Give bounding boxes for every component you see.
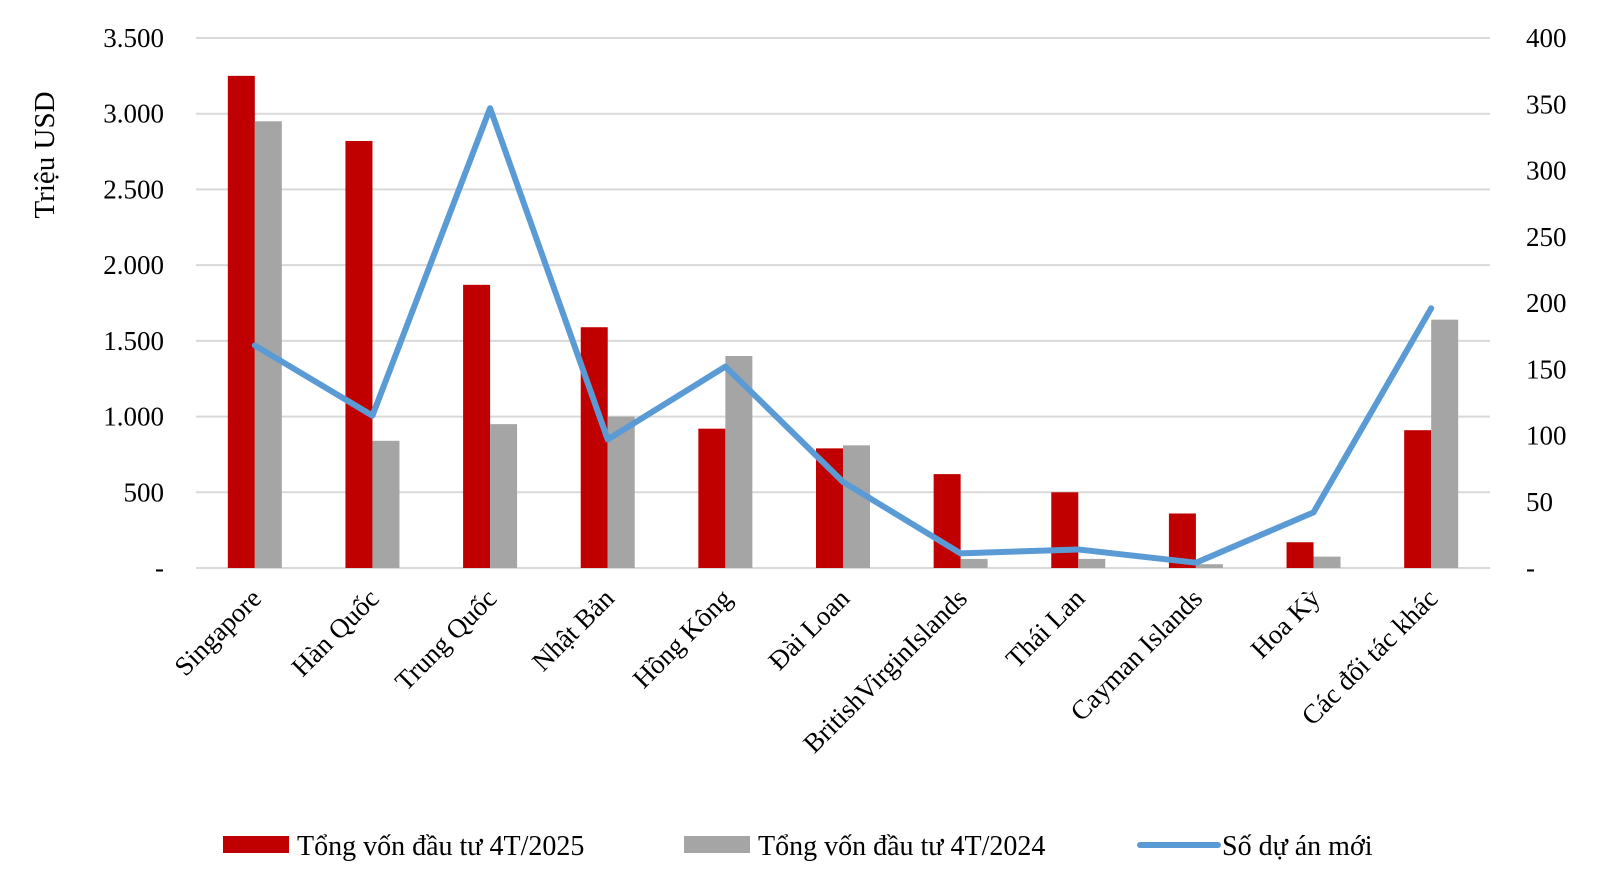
line-point: [370, 413, 375, 418]
bar-2025: [345, 140, 373, 568]
bar-2024: [1195, 564, 1223, 568]
gridlines: [196, 37, 1490, 569]
y-left-tick-label: 500: [124, 477, 165, 507]
legend-swatch: [684, 836, 750, 853]
y-right-tick-label: 400: [1526, 23, 1567, 53]
x-tick-label: Hàn Quốc: [286, 583, 385, 682]
y-right-ticks: - 50 100 150 200 250 300 350 400: [1526, 23, 1567, 583]
line-point: [1076, 547, 1081, 552]
legend-label: Tổng vốn đầu tư 4T/2025: [297, 831, 584, 862]
legend: Tổng vốn đầu tư 4T/2025 Tổng vốn đầu tư 4…: [223, 831, 1373, 862]
bar-2025: [698, 428, 726, 568]
bar-2024: [1313, 556, 1341, 568]
y-right-tick-label: 150: [1526, 354, 1567, 384]
y-axis-label: Triệu USD: [29, 91, 61, 218]
line-point: [1193, 560, 1198, 565]
x-tick-label: Trung Quốc: [389, 583, 502, 696]
x-tick-label: Singapore: [168, 583, 267, 682]
y-right-tick-label: 250: [1526, 222, 1567, 252]
bar-2025: [463, 284, 491, 568]
y-right-tick-label: 100: [1526, 421, 1567, 451]
y-right-tick-label: 300: [1526, 156, 1567, 186]
line-point: [252, 343, 257, 348]
bar-2024: [1078, 558, 1106, 568]
line-point: [1311, 510, 1316, 515]
y-left-tick-label: -: [155, 553, 164, 583]
line-point: [605, 437, 610, 442]
y-right-tick-label: -: [1526, 553, 1535, 583]
y-left-tick-label: 2.000: [103, 250, 164, 280]
bar-2024: [1431, 319, 1459, 568]
x-tick-label: Hoa Kỳ: [1245, 583, 1326, 664]
legend-label: Tổng vốn đầu tư 4T/2024: [758, 831, 1045, 862]
y-left-tick-label: 2.500: [103, 174, 164, 204]
y-left-tick-label: 1.500: [103, 326, 164, 356]
y-left-ticks: - 500 1.000 1.500 2.000 2.500 3.000 3.500: [103, 23, 164, 583]
line-point: [958, 551, 963, 556]
bar-2024: [960, 558, 988, 568]
bar-2024: [843, 445, 870, 568]
line-point: [488, 106, 493, 111]
y-right-tick-label: 200: [1526, 288, 1567, 318]
x-tick-label: Hồng Kông: [627, 583, 738, 694]
bars: [227, 75, 1459, 569]
bar-2025: [1051, 492, 1079, 568]
x-ticks: Singapore Hàn Quốc Trung Quốc Nhật Bản Hồng …: [168, 583, 1443, 759]
bar-2024: [372, 440, 400, 568]
bar-2024: [490, 424, 518, 568]
y-left-tick-label: 3.500: [103, 23, 164, 53]
y-left-tick-label: 1.000: [103, 402, 164, 432]
x-tick-label: Đài Loan: [762, 583, 855, 676]
line-point: [1429, 306, 1434, 311]
bar-2025: [227, 75, 255, 568]
y-right-tick-label: 50: [1526, 487, 1553, 517]
bar-2025: [1286, 542, 1314, 568]
y-left-tick-label: 3.000: [103, 99, 164, 129]
line-point: [841, 479, 845, 484]
x-tick-label: Thái Lan: [1000, 583, 1091, 674]
bar-2024: [607, 416, 635, 568]
line-series: [251, 105, 1435, 566]
y-right-tick-label: 350: [1526, 89, 1567, 119]
bar-2025: [580, 327, 608, 568]
bar-2025: [1404, 430, 1432, 568]
legend-label: Số dự án mới: [1222, 831, 1373, 862]
legend-swatch: [223, 836, 289, 853]
x-tick-label: Nhật Bản: [526, 583, 620, 677]
line-point: [723, 364, 728, 369]
